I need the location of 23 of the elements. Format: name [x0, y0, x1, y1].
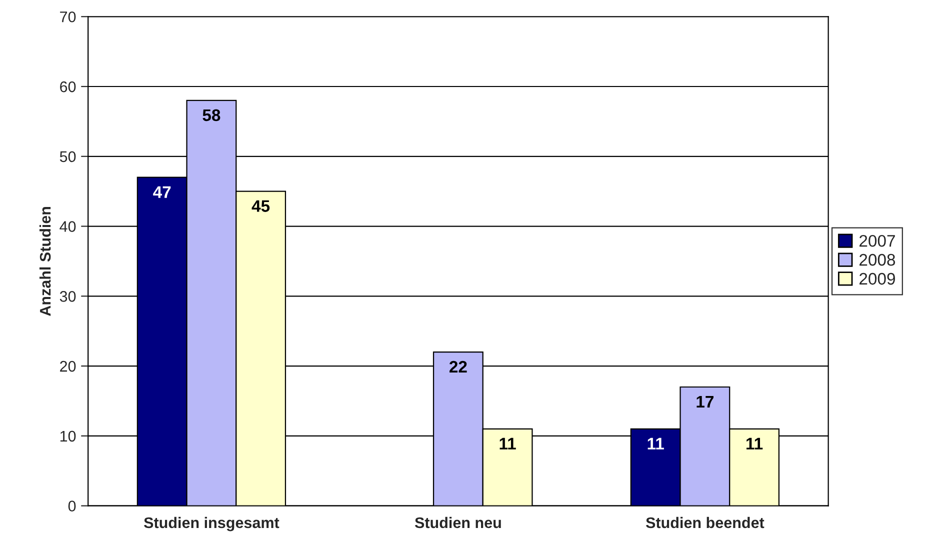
y-tick-label: 50 — [60, 151, 76, 162]
legend-label: 2007 — [860, 234, 895, 247]
legend-label: 2009 — [860, 272, 895, 285]
data-label: 11 — [746, 438, 763, 450]
data-label: 47 — [153, 186, 171, 198]
data-label: 58 — [202, 109, 220, 122]
y-axis-title: Anzahl Studien — [39, 206, 51, 316]
data-label: 45 — [252, 200, 270, 212]
y-tick-label: 10 — [60, 430, 76, 442]
y-tick-label: 0 — [68, 500, 76, 512]
y-tick-label: 70 — [60, 11, 76, 22]
data-label: 17 — [696, 396, 714, 408]
x-tick-label: Studien neu — [414, 516, 501, 528]
y-tick-label: 30 — [60, 291, 76, 302]
data-label: 11 — [500, 438, 516, 450]
y-tick-label: 20 — [60, 360, 76, 372]
data-label: 11 — [648, 438, 664, 450]
y-tick-label: 60 — [60, 81, 76, 92]
y-tick-label: 40 — [60, 221, 76, 232]
data-label: 22 — [450, 360, 467, 373]
x-tick-label: Studien insgesamt — [144, 516, 280, 532]
x-tick-label: Studien beendet — [646, 516, 764, 528]
legend-label: 2008 — [860, 254, 896, 266]
